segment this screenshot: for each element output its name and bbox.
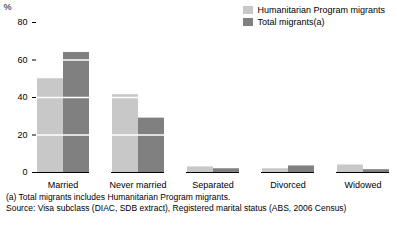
svg-text:40: 40 [17, 92, 27, 102]
svg-text:%: % [4, 2, 12, 12]
html-text:(a) Total migrants includes Hu: (a) Total migrants includes Humanitarian… [6, 192, 231, 202]
html-text:Humanitarian Program migrants: Humanitarian Program migrants [257, 5, 385, 15]
svg-text:20: 20 [17, 130, 27, 140]
svg-text:Married: Married [48, 180, 79, 190]
html-text:Source: Visa subclass (DIAC, S: Source: Visa subclass (DIAC, SDB extract… [6, 203, 347, 213]
svg-text:60: 60 [17, 55, 27, 65]
svg-text:Widowed: Widowed [344, 180, 381, 190]
svg-text:Divorced: Divorced [270, 180, 306, 190]
svg-text:Never married: Never married [109, 180, 166, 190]
svg-text:80: 80 [17, 17, 27, 27]
svg-text:Separated: Separated [192, 180, 234, 190]
html-text:Total migrants(a): Total migrants(a) [257, 17, 325, 27]
svg-text:0: 0 [22, 167, 27, 177]
